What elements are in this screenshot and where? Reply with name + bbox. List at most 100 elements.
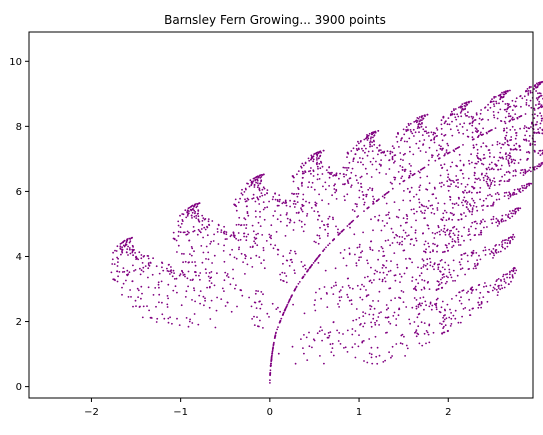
fern-point (265, 240, 268, 242)
fern-point (509, 271, 511, 273)
fern-point (275, 308, 278, 310)
fern-point (437, 263, 439, 266)
fern-point (329, 331, 332, 333)
fern-point (269, 243, 272, 246)
fern-point (288, 265, 291, 267)
fern-point (115, 250, 118, 252)
fern-point (377, 300, 380, 302)
fern-point (389, 322, 392, 325)
fern-point (457, 204, 460, 207)
fern-point (437, 288, 439, 290)
fern-point (525, 89, 527, 92)
fern-point (540, 162, 543, 165)
fern-point (201, 220, 204, 222)
fern-point (514, 169, 517, 171)
fern-point (477, 160, 480, 163)
fern-point (528, 140, 530, 142)
fern-point (499, 94, 501, 96)
fern-point (428, 305, 431, 308)
fern-point (266, 206, 269, 209)
fern-point (338, 332, 341, 334)
fern-point (384, 239, 387, 242)
fern-point (367, 188, 370, 191)
fern-point (471, 289, 474, 292)
fern-point (327, 232, 329, 235)
fern-point (459, 321, 462, 324)
fern-point (329, 343, 332, 346)
fern-point (216, 296, 219, 299)
fern-point (323, 248, 326, 251)
fern-point (331, 194, 333, 197)
fern-point (259, 210, 261, 213)
fern-point (266, 189, 269, 192)
fern-point (409, 150, 411, 153)
fern-point (131, 250, 134, 253)
fern-point (179, 273, 182, 275)
fern-point (436, 129, 439, 131)
fern-point (137, 258, 140, 261)
fern-point (482, 218, 484, 221)
fern-point (403, 140, 406, 143)
fern-point (482, 296, 485, 298)
fern-point (459, 123, 461, 125)
fern-point (311, 346, 313, 349)
fern-point (296, 201, 299, 204)
fern-point (493, 254, 495, 257)
fern-point (284, 202, 286, 205)
fern-point (268, 200, 270, 203)
fern-point (515, 170, 517, 173)
fern-point (535, 132, 538, 134)
fern-point (509, 155, 512, 158)
fern-point (130, 296, 132, 298)
fern-point (479, 231, 482, 234)
fern-point (262, 327, 264, 329)
fern-point (207, 258, 210, 261)
fern-point (263, 187, 266, 190)
fern-point (459, 112, 462, 114)
fern-point (271, 352, 274, 354)
fern-point (370, 281, 373, 284)
fern-point (346, 156, 348, 159)
fern-point (320, 297, 322, 300)
fern-point (530, 86, 532, 88)
fern-point (497, 111, 500, 114)
fern-point (361, 147, 363, 150)
fern-point (401, 175, 404, 178)
fern-point (455, 228, 458, 231)
fern-point (515, 269, 518, 272)
fern-point (181, 213, 184, 215)
fern-point (128, 247, 131, 249)
fern-point (490, 250, 493, 253)
fern-point (212, 240, 215, 242)
fern-point (475, 112, 478, 114)
fern-point (513, 236, 516, 238)
fern-point (350, 184, 353, 187)
fern-point (471, 136, 474, 139)
fern-point (424, 240, 427, 243)
fern-point (278, 200, 281, 203)
fern-point (334, 267, 337, 270)
fern-point (413, 121, 416, 123)
fern-point (536, 84, 539, 86)
fern-point (466, 292, 468, 294)
fern-point (217, 224, 220, 227)
fern-point (400, 290, 403, 292)
fern-point (429, 204, 432, 207)
fern-point (232, 268, 234, 271)
fern-point (463, 105, 466, 107)
fern-point (503, 129, 506, 132)
fern-point (259, 195, 261, 198)
fern-point (358, 196, 361, 199)
fern-point (204, 268, 207, 271)
fern-point (418, 274, 421, 277)
fern-point (436, 209, 439, 211)
fern-point (425, 205, 428, 208)
fern-point (283, 272, 286, 274)
fern-point (501, 243, 504, 246)
fern-point (119, 245, 122, 248)
fern-point (475, 128, 478, 131)
fern-point (466, 135, 469, 138)
fern-point (194, 300, 197, 303)
fern-point (504, 282, 507, 284)
fern-point (433, 186, 436, 189)
